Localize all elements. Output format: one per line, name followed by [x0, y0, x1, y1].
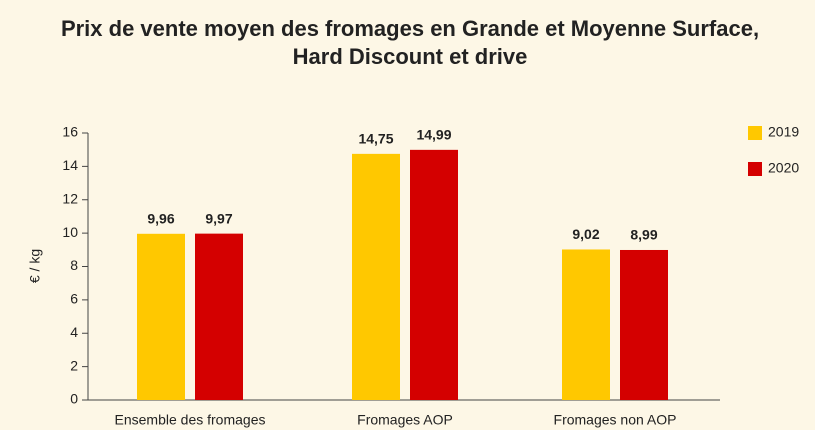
value-label: 9,96	[147, 210, 174, 226]
bar	[195, 233, 243, 400]
y-tick-label: 10	[62, 224, 78, 240]
x-tick-label: Ensemble des fromages	[115, 412, 266, 428]
bar	[137, 233, 185, 400]
chart-title: Prix de vente moyen des fromages en Gran…	[61, 16, 759, 41]
y-tick-label: 6	[70, 291, 78, 307]
bar	[410, 149, 458, 400]
legend-swatch	[748, 162, 762, 176]
y-axis-label: € / kg	[27, 249, 43, 283]
value-label: 9,97	[205, 210, 232, 226]
x-tick-label: Fromages AOP	[357, 412, 453, 428]
y-tick-label: 4	[70, 324, 78, 340]
value-label: 14,75	[358, 131, 393, 147]
y-tick-label: 12	[62, 190, 78, 206]
value-label: 9,02	[572, 226, 599, 242]
legend-swatch	[748, 126, 762, 140]
x-tick-label: Fromages non AOP	[554, 412, 677, 428]
y-tick-label: 2	[70, 357, 78, 373]
legend-label: 2019	[768, 124, 799, 140]
chart-title: Hard Discount et drive	[293, 44, 528, 69]
legend-label: 2020	[768, 160, 799, 176]
y-tick-label: 16	[62, 124, 78, 140]
y-tick-label: 14	[62, 157, 78, 173]
value-label: 8,99	[630, 227, 657, 243]
bar	[562, 249, 610, 400]
bar	[352, 153, 400, 400]
bar	[620, 249, 668, 400]
y-tick-label: 8	[70, 257, 78, 273]
value-label: 14,99	[416, 127, 451, 143]
y-tick-label: 0	[70, 391, 78, 407]
